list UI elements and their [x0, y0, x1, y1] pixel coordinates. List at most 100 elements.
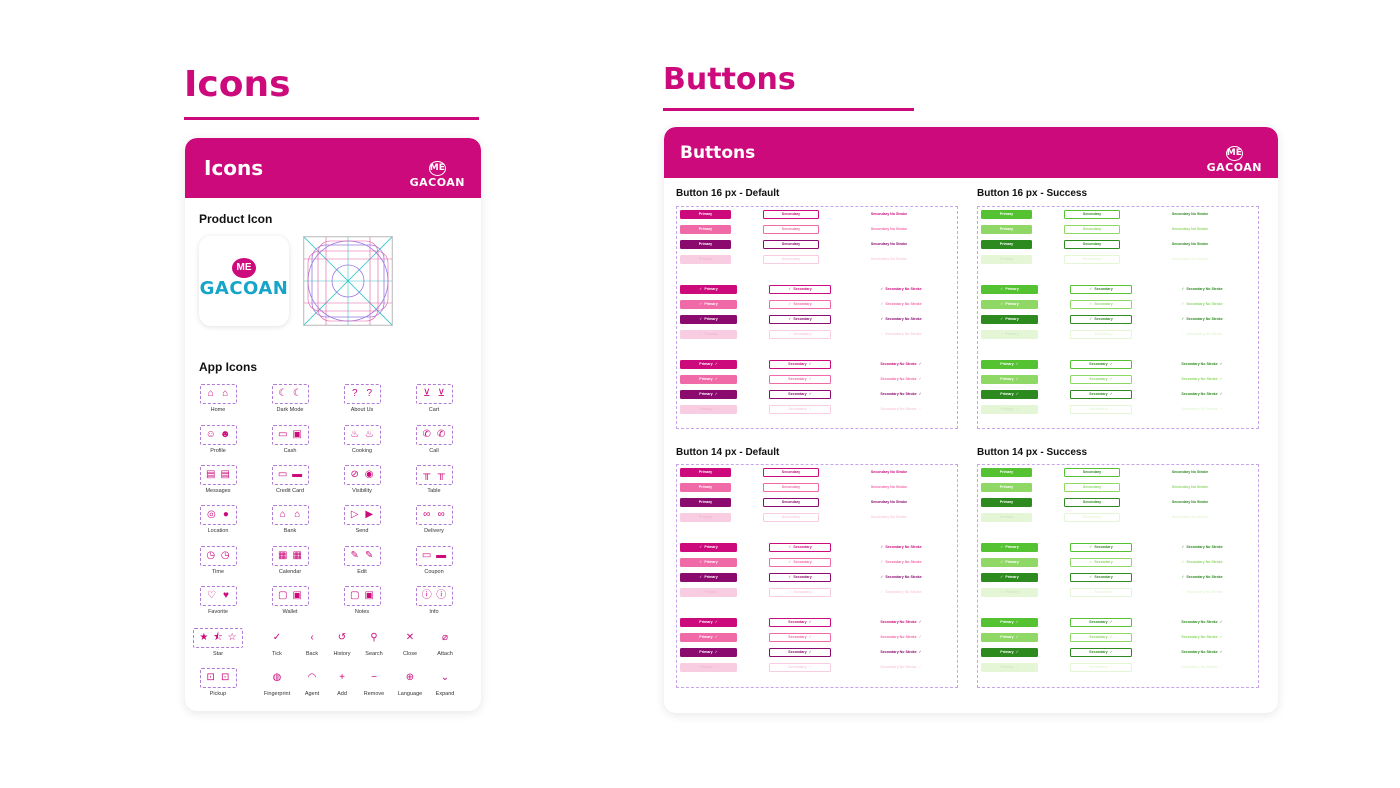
ghost-button[interactable]: ✓ Secondary No Stroke	[870, 558, 932, 567]
primary-button[interactable]: Primary ✓	[680, 375, 737, 384]
secondary-button[interactable]: Secondary ✓	[769, 618, 831, 627]
secondary-button[interactable]: Secondary	[763, 468, 819, 477]
secondary-button[interactable]: Secondary ✓	[1070, 390, 1132, 399]
ghost-button[interactable]: Secondary No Stroke ✓	[870, 405, 932, 414]
secondary-button[interactable]: ✓ Secondary	[1070, 543, 1132, 552]
secondary-button[interactable]: ✓ Secondary	[1070, 330, 1132, 339]
ghost-button[interactable]: Secondary No Stroke ✓	[1171, 405, 1233, 414]
primary-button[interactable]: ✓ Primary	[981, 543, 1038, 552]
secondary-button[interactable]: Secondary ✓	[769, 360, 831, 369]
secondary-button[interactable]: ✓ Secondary	[1070, 285, 1132, 294]
primary-button[interactable]: Primary ✓	[981, 663, 1038, 672]
secondary-button[interactable]: Secondary ✓	[1070, 618, 1132, 627]
secondary-button[interactable]: Secondary ✓	[1070, 405, 1132, 414]
primary-button[interactable]: Primary	[981, 225, 1032, 234]
primary-button[interactable]: Primary ✓	[981, 375, 1038, 384]
secondary-button[interactable]: Secondary	[1064, 210, 1120, 219]
primary-button[interactable]: Primary ✓	[981, 618, 1038, 627]
primary-button[interactable]: Primary ✓	[680, 663, 737, 672]
primary-button[interactable]: Primary	[981, 240, 1032, 249]
ghost-button[interactable]: Secondary No Stroke ✓	[870, 633, 932, 642]
ghost-button[interactable]: Secondary No Stroke ✓	[1171, 618, 1233, 627]
ghost-button[interactable]: Secondary No Stroke ✓	[870, 648, 932, 657]
primary-button[interactable]: Primary ✓	[680, 618, 737, 627]
primary-button[interactable]: Primary ✓	[680, 390, 737, 399]
primary-button[interactable]: ✓ Primary	[680, 573, 737, 582]
secondary-button[interactable]: Secondary ✓	[769, 405, 831, 414]
primary-button[interactable]: Primary ✓	[680, 648, 737, 657]
primary-button[interactable]: ✓ Primary	[981, 573, 1038, 582]
secondary-button[interactable]: Secondary ✓	[769, 648, 831, 657]
primary-button[interactable]: Primary ✓	[981, 390, 1038, 399]
secondary-button[interactable]: ✓ Secondary	[769, 558, 831, 567]
primary-button[interactable]: Primary	[680, 255, 731, 264]
ghost-button[interactable]: Secondary No Stroke	[1161, 240, 1219, 249]
ghost-button[interactable]: ✓ Secondary No Stroke	[1171, 300, 1233, 309]
ghost-button[interactable]: Secondary No Stroke	[1161, 498, 1219, 507]
ghost-button[interactable]: Secondary No Stroke ✓	[870, 663, 932, 672]
ghost-button[interactable]: ✓ Secondary No Stroke	[1171, 315, 1233, 324]
secondary-button[interactable]: Secondary ✓	[769, 633, 831, 642]
primary-button[interactable]: Primary	[981, 498, 1032, 507]
secondary-button[interactable]: ✓ Secondary	[769, 300, 831, 309]
ghost-button[interactable]: ✓ Secondary No Stroke	[1171, 558, 1233, 567]
primary-button[interactable]: ✓ Primary	[981, 588, 1038, 597]
secondary-button[interactable]: Secondary	[763, 240, 819, 249]
secondary-button[interactable]: Secondary	[763, 498, 819, 507]
ghost-button[interactable]: Secondary No Stroke ✓	[870, 375, 932, 384]
ghost-button[interactable]: Secondary No Stroke ✓	[870, 390, 932, 399]
secondary-button[interactable]: ✓ Secondary	[769, 315, 831, 324]
primary-button[interactable]: ✓ Primary	[981, 330, 1038, 339]
secondary-button[interactable]: Secondary	[1064, 240, 1120, 249]
ghost-button[interactable]: ✓ Secondary No Stroke	[870, 588, 932, 597]
ghost-button[interactable]: Secondary No Stroke	[1161, 255, 1219, 264]
primary-button[interactable]: Primary	[981, 210, 1032, 219]
secondary-button[interactable]: Secondary ✓	[769, 375, 831, 384]
secondary-button[interactable]: ✓ Secondary	[769, 285, 831, 294]
ghost-button[interactable]: Secondary No Stroke ✓	[870, 360, 932, 369]
primary-button[interactable]: Primary	[981, 513, 1032, 522]
primary-button[interactable]: ✓ Primary	[981, 315, 1038, 324]
primary-button[interactable]: Primary ✓	[680, 633, 737, 642]
ghost-button[interactable]: Secondary No Stroke ✓	[1171, 648, 1233, 657]
ghost-button[interactable]: Secondary No Stroke	[860, 483, 918, 492]
secondary-button[interactable]: Secondary	[1064, 513, 1120, 522]
secondary-button[interactable]: Secondary ✓	[769, 663, 831, 672]
secondary-button[interactable]: Secondary	[1064, 498, 1120, 507]
primary-button[interactable]: Primary ✓	[981, 360, 1038, 369]
primary-button[interactable]: Primary	[981, 255, 1032, 264]
secondary-button[interactable]: Secondary	[1064, 225, 1120, 234]
secondary-button[interactable]: Secondary ✓	[1070, 663, 1132, 672]
primary-button[interactable]: Primary	[680, 210, 731, 219]
primary-button[interactable]: ✓ Primary	[680, 543, 737, 552]
secondary-button[interactable]: Secondary	[1064, 483, 1120, 492]
secondary-button[interactable]: Secondary ✓	[1070, 648, 1132, 657]
secondary-button[interactable]: ✓ Secondary	[769, 330, 831, 339]
primary-button[interactable]: ✓ Primary	[680, 558, 737, 567]
primary-button[interactable]: Primary	[680, 468, 731, 477]
ghost-button[interactable]: Secondary No Stroke	[1161, 225, 1219, 234]
ghost-button[interactable]: Secondary No Stroke	[860, 225, 918, 234]
primary-button[interactable]: Primary	[981, 483, 1032, 492]
primary-button[interactable]: ✓ Primary	[680, 315, 737, 324]
secondary-button[interactable]: Secondary	[1064, 468, 1120, 477]
ghost-button[interactable]: ✓ Secondary No Stroke	[1171, 543, 1233, 552]
secondary-button[interactable]: Secondary ✓	[1070, 360, 1132, 369]
primary-button[interactable]: ✓ Primary	[981, 300, 1038, 309]
ghost-button[interactable]: Secondary No Stroke ✓	[1171, 663, 1233, 672]
primary-button[interactable]: ✓ Primary	[680, 300, 737, 309]
primary-button[interactable]: ✓ Primary	[981, 285, 1038, 294]
ghost-button[interactable]: ✓ Secondary No Stroke	[870, 315, 932, 324]
ghost-button[interactable]: Secondary No Stroke ✓	[1171, 633, 1233, 642]
secondary-button[interactable]: ✓ Secondary	[1070, 315, 1132, 324]
ghost-button[interactable]: Secondary No Stroke	[1161, 483, 1219, 492]
secondary-button[interactable]: ✓ Secondary	[1070, 573, 1132, 582]
secondary-button[interactable]: ✓ Secondary	[769, 573, 831, 582]
secondary-button[interactable]: Secondary ✓	[1070, 375, 1132, 384]
ghost-button[interactable]: Secondary No Stroke	[860, 498, 918, 507]
primary-button[interactable]: Primary ✓	[680, 360, 737, 369]
primary-button[interactable]: Primary ✓	[981, 633, 1038, 642]
ghost-button[interactable]: ✓ Secondary No Stroke	[870, 330, 932, 339]
secondary-button[interactable]: Secondary ✓	[769, 390, 831, 399]
ghost-button[interactable]: Secondary No Stroke ✓	[1171, 375, 1233, 384]
